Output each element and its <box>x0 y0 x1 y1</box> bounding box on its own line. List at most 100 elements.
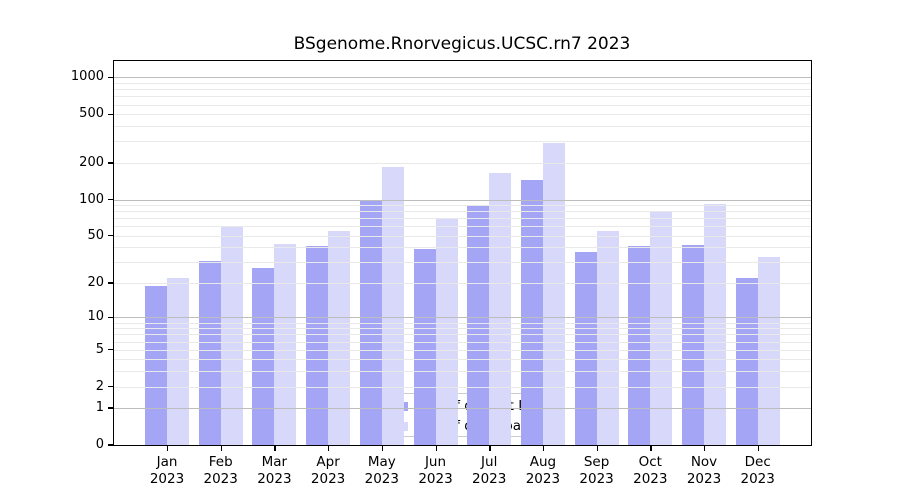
bar-downloads <box>596 230 619 445</box>
bar-distinct-ips <box>628 246 651 445</box>
x-axis-label: Feb 2023 <box>194 454 248 488</box>
x-axis-label: Mar 2023 <box>247 454 301 488</box>
gridline-minor <box>114 96 811 98</box>
x-axis-label-month: Jul <box>481 454 498 470</box>
x-axis-label: Nov 2023 <box>677 454 731 488</box>
x-tick-mark <box>274 446 276 451</box>
x-axis-label-year: 2023 <box>203 471 238 487</box>
bar-distinct-ips <box>682 244 704 445</box>
x-axis-label-month: Jun <box>424 454 447 470</box>
y-tick-label: 100 <box>79 191 104 207</box>
x-tick-mark <box>381 446 384 451</box>
x-tick-mark <box>704 446 706 451</box>
bar-distinct-ips <box>359 199 382 445</box>
x-tick-mark <box>167 446 169 451</box>
y-tick-mark <box>108 235 113 237</box>
x-tick-mark <box>328 446 330 451</box>
bar-downloads <box>542 143 565 445</box>
legend-entry-distinct-ips: Nb of distinct IPs <box>386 396 539 416</box>
x-axis-label-year: 2023 <box>686 471 722 487</box>
x-axis-label-year: 2023 <box>740 471 775 487</box>
y-tick-mark <box>108 444 113 446</box>
y-tick-mark <box>108 282 113 284</box>
x-axis-label: Jul 2023 <box>462 454 516 488</box>
x-axis-label: Aug 2023 <box>516 454 570 488</box>
gridline-minor <box>114 141 811 143</box>
bar-distinct-ips <box>145 285 167 445</box>
x-axis-label: Jan 2023 <box>140 454 194 488</box>
x-axis-label-month: Apr <box>316 454 340 470</box>
x-tick-mark <box>650 446 652 451</box>
y-tick-mark <box>108 113 113 115</box>
x-axis-label: Apr 2023 <box>301 454 355 488</box>
gridline-minor <box>114 126 811 128</box>
bar-distinct-ips <box>735 278 758 445</box>
x-axis-label-year: 2023 <box>579 471 614 487</box>
bar-downloads <box>757 257 780 445</box>
x-axis-label: Dec 2023 <box>731 454 785 488</box>
x-axis-label: Sep 2023 <box>570 454 624 488</box>
gridline-minor <box>114 104 811 106</box>
y-tick-label: 0 <box>95 437 104 452</box>
bar-downloads <box>328 230 351 445</box>
x-tick-mark <box>220 446 223 451</box>
bar-distinct-ips <box>413 248 436 445</box>
bar-downloads <box>274 243 297 445</box>
y-tick-label: 1 <box>95 400 104 416</box>
bar-downloads <box>435 217 458 445</box>
x-axis-label-year: 2023 <box>310 471 346 487</box>
gridline-minor <box>114 89 811 91</box>
y-tick-mark <box>108 76 113 79</box>
bar-distinct-ips <box>467 205 490 445</box>
chart-title: BSgenome.Rnorvegicus.UCSC.rn7 2023 <box>293 34 631 54</box>
x-axis-label-year: 2023 <box>257 471 292 487</box>
bar-distinct-ips <box>574 251 597 445</box>
y-tick-label: 500 <box>79 106 104 122</box>
y-tick-label: 50 <box>87 227 104 243</box>
y-tick-mark <box>108 198 113 201</box>
bar-downloads <box>489 173 512 445</box>
x-axis-label: Jun 2023 <box>409 454 463 488</box>
x-axis-label-year: 2023 <box>525 471 561 487</box>
x-axis-label-month: May <box>367 454 396 470</box>
gridline-minor <box>114 162 811 164</box>
gridline-major <box>114 199 811 201</box>
plot-area: Nb of distinct IPs Nb of downloads 0 1 2 5 1… <box>71 60 812 487</box>
x-axis-label-month: Dec <box>744 454 771 470</box>
y-tick-mark <box>108 385 113 388</box>
bar-downloads <box>220 226 243 445</box>
x-axis-label-month: Feb <box>208 454 233 470</box>
gridline-minor <box>114 114 811 116</box>
y-tick-mark <box>108 162 113 164</box>
legend-entry-downloads: Nb of downloads <box>386 416 539 436</box>
x-axis-label-month: Jan <box>156 454 178 470</box>
y-tick-label: 200 <box>79 154 104 170</box>
x-axis-label-year: 2023 <box>633 471 668 487</box>
x-tick-mark <box>435 446 437 451</box>
x-tick-mark <box>757 446 760 451</box>
x-axis-label: Oct 2023 <box>623 454 677 488</box>
x-axis-label-year: 2023 <box>418 471 453 487</box>
bar-distinct-ips <box>520 179 543 445</box>
y-tick-label: 1000 <box>70 69 104 85</box>
x-tick-mark <box>489 446 491 451</box>
x-axis-label-month: Mar <box>261 454 288 470</box>
bar-downloads <box>650 211 673 445</box>
x-axis-label: May 2023 <box>355 454 409 488</box>
y-tick-mark <box>108 349 113 351</box>
x-tick-mark <box>542 446 545 451</box>
y-tick-mark <box>108 316 113 319</box>
y-tick-label: 2 <box>95 378 104 394</box>
y-tick-label: 5 <box>95 341 104 357</box>
bar-downloads <box>381 167 404 445</box>
x-axis-label-month: Nov <box>690 454 718 470</box>
x-axis-label-year: 2023 <box>149 471 185 487</box>
bar-downloads <box>704 203 726 445</box>
x-axis-label-year: 2023 <box>472 471 507 487</box>
y-tick-mark <box>108 407 113 409</box>
x-axis-label-month: Sep <box>583 454 610 470</box>
bar-distinct-ips <box>198 260 221 445</box>
x-tick-mark <box>596 446 598 451</box>
gridline-minor <box>114 83 811 84</box>
